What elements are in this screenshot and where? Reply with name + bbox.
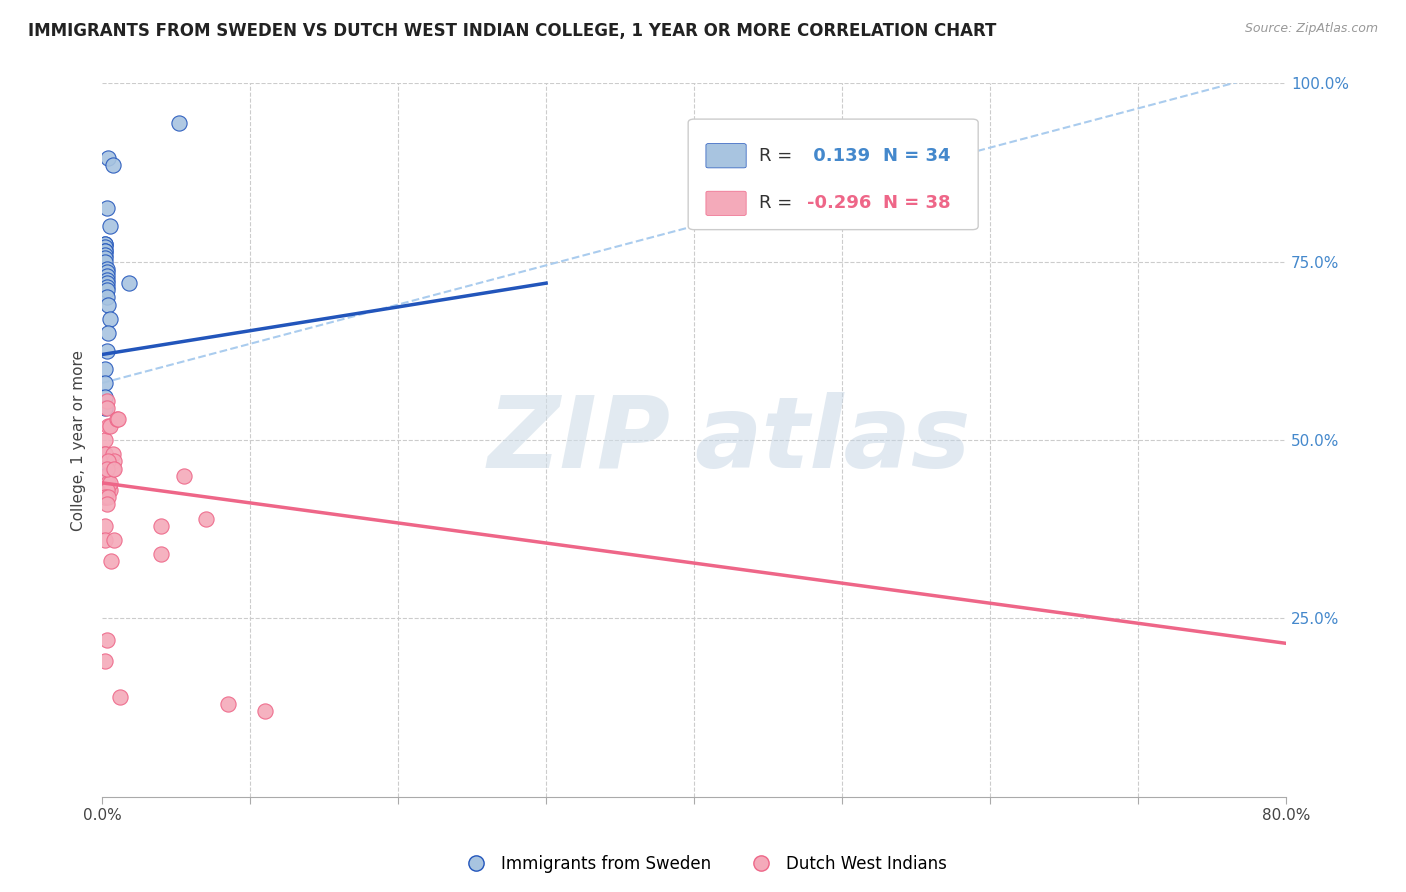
Text: R =: R = <box>759 194 799 212</box>
Text: 0.139: 0.139 <box>807 147 870 165</box>
Point <box>150 518 173 533</box>
Point <box>100 554 122 568</box>
Point <box>217 697 239 711</box>
Point <box>94 447 117 461</box>
Point <box>94 361 117 376</box>
Point <box>98 475 121 490</box>
Legend: Immigrants from Sweden, Dutch West Indians: Immigrants from Sweden, Dutch West India… <box>453 848 953 880</box>
Point <box>94 447 117 461</box>
Point <box>94 447 117 461</box>
Point <box>94 236 117 251</box>
Point <box>97 297 120 311</box>
Point <box>94 251 117 265</box>
Point <box>103 461 125 475</box>
Point <box>108 690 131 704</box>
Text: Source: ZipAtlas.com: Source: ZipAtlas.com <box>1244 22 1378 36</box>
Text: R =: R = <box>759 147 799 165</box>
Point <box>253 704 276 718</box>
Point <box>94 533 117 547</box>
Point <box>94 490 117 504</box>
Point <box>96 468 118 483</box>
Point <box>94 244 117 258</box>
Point <box>94 490 117 504</box>
Point <box>94 390 117 404</box>
Point <box>94 240 117 254</box>
Point <box>94 458 117 472</box>
Point <box>97 475 120 490</box>
FancyBboxPatch shape <box>706 144 747 168</box>
Point <box>94 518 117 533</box>
Point <box>94 433 117 447</box>
Point <box>96 272 118 286</box>
Text: N = 34: N = 34 <box>883 147 950 165</box>
Point <box>94 401 117 415</box>
Point <box>97 151 120 165</box>
Point <box>101 461 124 475</box>
Text: -0.296: -0.296 <box>807 194 870 212</box>
Point <box>96 283 118 297</box>
Point <box>94 236 117 251</box>
Point <box>98 219 121 233</box>
Text: atlas: atlas <box>695 392 970 489</box>
Point <box>94 454 117 468</box>
Point <box>96 279 118 293</box>
Point <box>97 326 120 340</box>
Point <box>96 401 118 415</box>
Point <box>94 376 117 390</box>
FancyBboxPatch shape <box>688 120 979 229</box>
Point <box>96 343 118 358</box>
Point <box>94 247 117 261</box>
Point <box>118 276 141 290</box>
Point <box>94 244 117 258</box>
Point <box>98 483 121 497</box>
Point <box>103 533 125 547</box>
Point <box>150 547 173 561</box>
Text: IMMIGRANTS FROM SWEDEN VS DUTCH WEST INDIAN COLLEGE, 1 YEAR OR MORE CORRELATION : IMMIGRANTS FROM SWEDEN VS DUTCH WEST IND… <box>28 22 997 40</box>
Point <box>96 261 118 276</box>
FancyBboxPatch shape <box>706 191 747 216</box>
Point <box>94 254 117 268</box>
Point <box>96 276 118 290</box>
Point <box>96 461 118 475</box>
Point <box>96 483 118 497</box>
Text: ZIP: ZIP <box>488 392 671 489</box>
Point <box>94 654 117 668</box>
Y-axis label: College, 1 year or more: College, 1 year or more <box>72 350 86 531</box>
Point <box>97 490 120 504</box>
Point <box>96 268 118 283</box>
Point <box>103 454 125 468</box>
Point <box>96 201 118 215</box>
Point <box>97 483 120 497</box>
Point <box>194 511 217 525</box>
Point <box>97 418 120 433</box>
Point <box>98 311 121 326</box>
Point <box>96 632 118 647</box>
Point <box>101 447 124 461</box>
Point <box>167 116 190 130</box>
Point <box>96 497 118 511</box>
Point <box>96 265 118 279</box>
Point <box>173 468 195 483</box>
Point <box>105 411 128 425</box>
Point <box>96 290 118 304</box>
Point <box>101 158 124 172</box>
Point <box>107 411 129 425</box>
Point <box>98 418 121 433</box>
Point <box>94 468 117 483</box>
Text: N = 38: N = 38 <box>883 194 950 212</box>
Point <box>97 454 120 468</box>
Point <box>96 393 118 408</box>
